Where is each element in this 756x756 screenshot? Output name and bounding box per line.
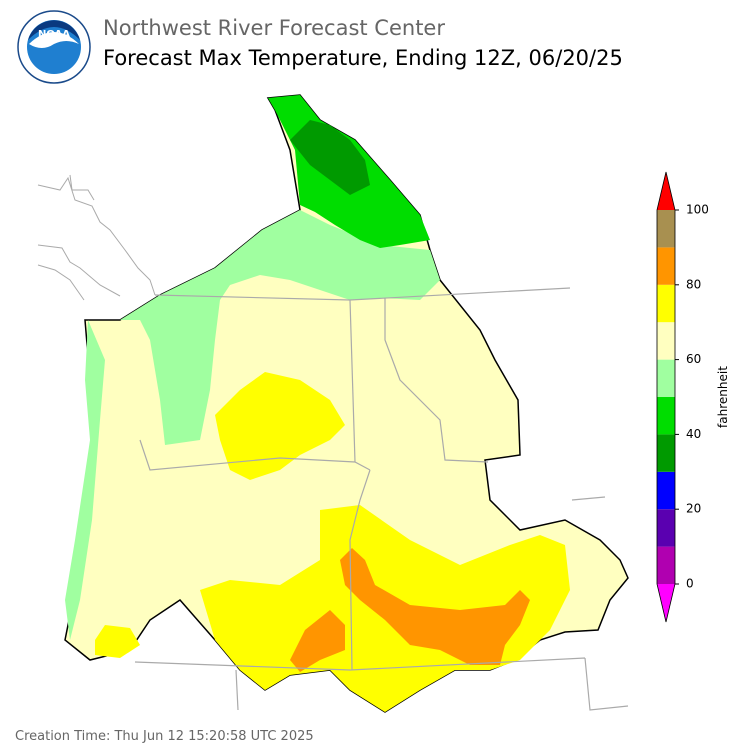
under-triangle <box>657 584 675 622</box>
state-borders <box>134 287 629 711</box>
title: Northwest River Forecast Center <box>103 16 445 40</box>
colorbar-tick-label: 80 <box>686 277 701 291</box>
colorbar: fahrenheit 0 20 40 60 80 100 <box>656 171 730 623</box>
subtitle: Forecast Max Temperature, Ending 12Z, 06… <box>103 46 623 70</box>
colorbar-bin <box>657 434 675 472</box>
coastline <box>37 174 156 301</box>
region-70s <box>215 372 345 480</box>
colorbar-bin <box>657 284 675 323</box>
logo-text: NOAA <box>38 29 70 40</box>
colorbar-tick-label: 20 <box>686 502 701 516</box>
over-triangle <box>657 172 675 210</box>
region-80s <box>290 610 345 672</box>
region-30s <box>290 120 370 195</box>
colorbar-tick-label: 0 <box>686 577 694 591</box>
colorbar-bin <box>657 359 675 397</box>
colorbar-tick-label: 40 <box>686 427 701 441</box>
colorbar-label: fahrenheit <box>716 366 730 428</box>
colorbar-bin <box>657 397 675 435</box>
colorbar-bin <box>657 509 675 547</box>
colorbar-bin <box>657 471 675 510</box>
creation-time: Creation Time: Thu Jun 12 15:20:58 UTC 2… <box>15 729 314 744</box>
region-80s <box>340 548 530 665</box>
colorbar-bin <box>657 247 675 285</box>
region-50s <box>65 320 105 640</box>
map <box>37 94 629 713</box>
colorbar-bin <box>657 546 675 584</box>
colorbar-tick-label: 60 <box>686 352 701 366</box>
colorbar-tick-label: 100 <box>686 203 709 217</box>
region-50s <box>120 210 440 445</box>
region-70s <box>95 625 140 658</box>
colorbar-bin <box>657 210 675 248</box>
colorbar-bin <box>657 322 675 360</box>
noaa-logo: NOAA <box>17 10 91 84</box>
